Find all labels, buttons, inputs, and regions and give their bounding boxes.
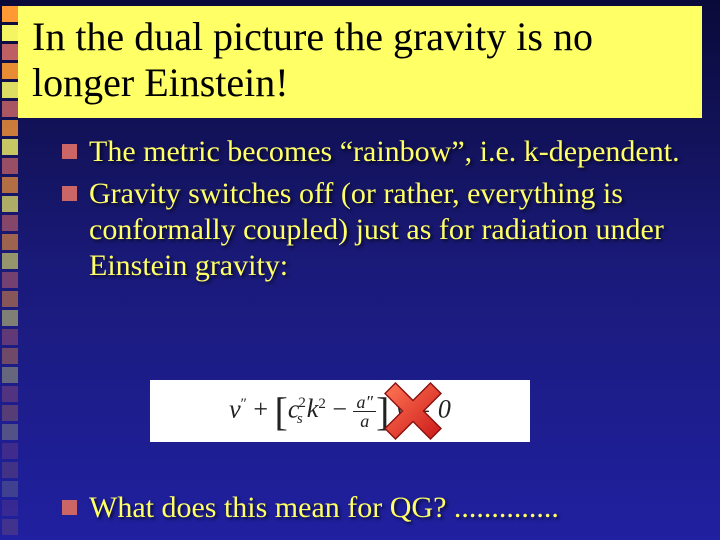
eq-lbracket: [ <box>275 389 288 434</box>
bullet-text: The metric becomes “rainbow”, i.e. k-dep… <box>89 134 680 170</box>
red-x-icon <box>378 376 448 446</box>
eq-fraction: a″a <box>353 393 376 430</box>
bullet-square-icon <box>62 500 77 515</box>
title-box: In the dual picture the gravity is no lo… <box>18 6 702 118</box>
bullet-square-icon <box>62 144 77 159</box>
bottom-bullet-area: What does this mean for QG? ............… <box>62 490 702 532</box>
slide-title: In the dual picture the gravity is no lo… <box>32 14 688 106</box>
bullet-item: Gravity switches off (or rather, everyth… <box>62 176 702 284</box>
equation-box: v″ + [c2sk2 − a″a] v = 0 <box>150 380 530 442</box>
eq-s: s <box>297 411 303 427</box>
eq-k: k <box>307 394 319 423</box>
eq-v: v <box>229 394 241 423</box>
eq-minus: − <box>326 394 354 423</box>
bullet-square-icon <box>62 186 77 201</box>
bullet-item: The metric becomes “rainbow”, i.e. k-dep… <box>62 134 702 170</box>
eq-num: a″ <box>353 393 376 412</box>
content-area: The metric becomes “rainbow”, i.e. k-dep… <box>62 134 702 290</box>
eq-den: a <box>353 412 376 430</box>
bullet-item: What does this mean for QG? ............… <box>62 490 702 526</box>
eq-plus: + <box>247 394 275 423</box>
eq-sq2: 2 <box>318 395 326 411</box>
bullet-text: What does this mean for QG? ............… <box>89 490 559 526</box>
bullet-text: Gravity switches off (or rather, everyth… <box>89 176 702 284</box>
slide: In the dual picture the gravity is no lo… <box>0 0 720 540</box>
eq-sq1: 2 <box>298 395 306 411</box>
